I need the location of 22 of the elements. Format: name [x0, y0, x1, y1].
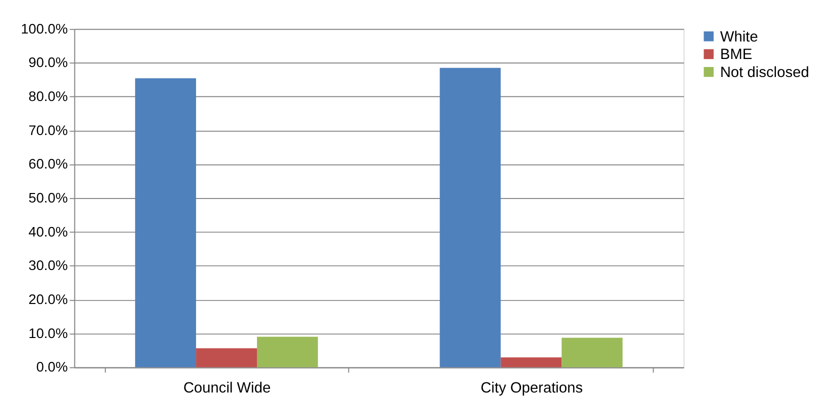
- bar: [500, 357, 562, 368]
- y-tick-label: 70.0%: [28, 122, 68, 138]
- bar: [196, 348, 257, 368]
- y-tick-label: 10.0%: [28, 324, 68, 341]
- x-tick-label: City Operations: [480, 380, 583, 396]
- y-tick-label: 0.0%: [36, 358, 68, 375]
- bar: [135, 78, 196, 368]
- legend-label: BME: [720, 47, 752, 64]
- y-tick-label: 60.0%: [28, 156, 68, 172]
- y-tick-label: 40.0%: [28, 223, 68, 240]
- bar: [440, 68, 501, 368]
- y-tick-label: 50.0%: [28, 190, 68, 206]
- bar: [562, 338, 623, 368]
- y-tick-label: 30.0%: [28, 257, 68, 274]
- legend-label: White: [720, 29, 758, 46]
- y-tick-label: 100.0%: [20, 20, 68, 36]
- bar: [256, 336, 318, 368]
- y-tick-label: 20.0%: [28, 290, 68, 307]
- legend-label: Not disclosed: [720, 64, 810, 81]
- y-tick-label: 90.0%: [28, 54, 68, 70]
- y-tick-label: 80.0%: [28, 88, 68, 104]
- x-tick-label: Council Wide: [183, 380, 271, 396]
